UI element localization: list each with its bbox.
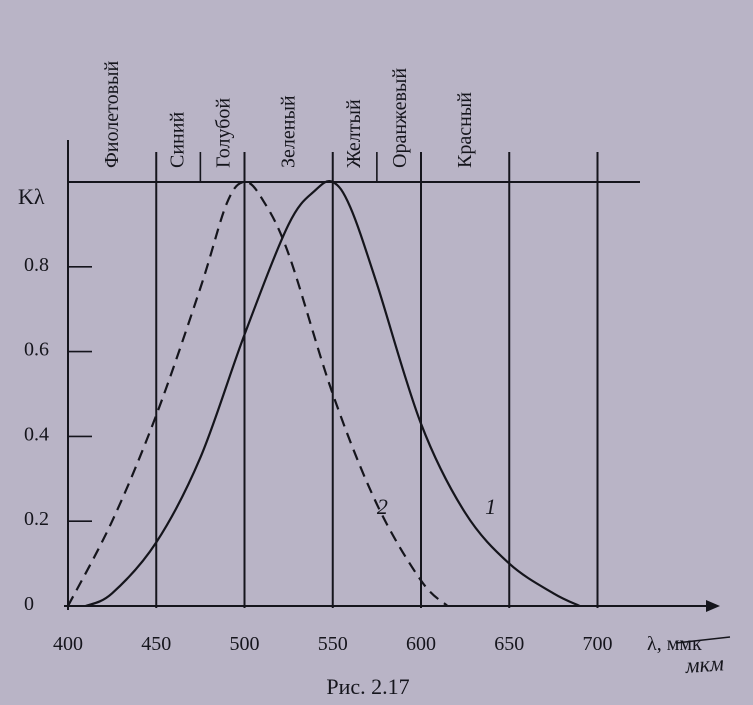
x-axis-label: λ, ммк bbox=[647, 633, 702, 655]
curves bbox=[67, 180, 581, 608]
axes bbox=[64, 140, 720, 612]
curve-2-dashed bbox=[67, 180, 449, 607]
strikethrough-mark bbox=[675, 636, 731, 644]
band-label: Голубой bbox=[212, 98, 234, 168]
x-tick-label: 700 bbox=[583, 633, 613, 655]
y-tick-label: 0.6 bbox=[24, 339, 49, 361]
y-tick-label: 0.2 bbox=[24, 508, 49, 530]
x-tick-label: 450 bbox=[141, 633, 171, 655]
y-axis-label: Kλ bbox=[18, 184, 45, 209]
band-label: Синий bbox=[166, 112, 188, 168]
y-tick-label: 0 bbox=[24, 593, 34, 615]
figure-caption: Рис. 2.17 bbox=[326, 674, 409, 699]
band-label: Оранжевый bbox=[389, 68, 411, 168]
handwritten-unit-correction: мкм bbox=[684, 650, 725, 678]
band-label: Зеленый bbox=[278, 95, 300, 168]
curve-label: 2 bbox=[377, 494, 388, 519]
y-tick-label: 0.4 bbox=[24, 423, 49, 445]
color-bands bbox=[155, 152, 599, 608]
curve-1-solid bbox=[85, 180, 581, 608]
y-tick-label: 0.8 bbox=[24, 254, 49, 276]
x-tick-label: 650 bbox=[494, 633, 524, 655]
band-label: Красный bbox=[454, 92, 476, 168]
curve-label: 1 bbox=[485, 494, 496, 519]
band-label: Желтый bbox=[343, 99, 365, 168]
labels: Фиолетовый Синий Голубой Зеленый Желтый Оранж… bbox=[18, 61, 731, 699]
x-tick-label: 500 bbox=[230, 633, 260, 655]
x-axis-arrowhead bbox=[706, 600, 720, 612]
band-label: Фиолетовый bbox=[101, 61, 123, 168]
x-tick-label: 550 bbox=[318, 633, 348, 655]
x-tick-label: 400 bbox=[53, 633, 83, 655]
x-tick-label: 600 bbox=[406, 633, 436, 655]
